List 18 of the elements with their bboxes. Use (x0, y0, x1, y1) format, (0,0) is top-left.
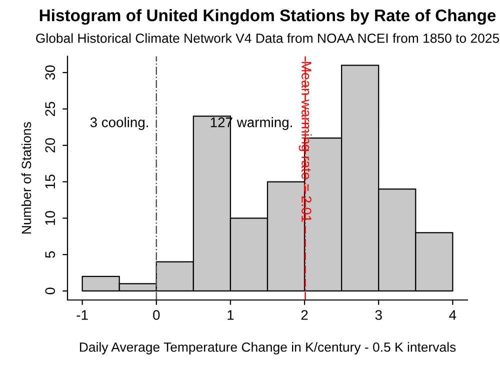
x-axis-title: Daily Average Temperature Change in K/century - 0.5 K intervals (80, 342, 456, 354)
y-axis-title: Number of Stations (21, 122, 32, 234)
annotation: 3 cooling. (90, 117, 148, 130)
y-tick-label: 20 (45, 138, 56, 152)
x-tick-label: 3 (375, 310, 382, 320)
y-tick-label: 25 (45, 102, 56, 116)
x-tick-label: -1 (76, 310, 88, 320)
y-tick-label: 10 (45, 210, 56, 225)
x-tick-label: 2 (301, 310, 308, 320)
chart-title: Histogram of United Kingdom Stations by Rate of Change (40, 9, 496, 25)
x-tick-label: 4 (449, 310, 456, 320)
y-tick-label: 5 (45, 251, 56, 258)
y-tick-label: 15 (45, 174, 56, 188)
y-tick-label: 30 (45, 65, 56, 80)
chart-subtitle: Global Historical Climate Network V4 Data from NOAA NCEI from 1850 to 2025 (36, 33, 500, 43)
x-tick-label: 1 (228, 310, 234, 320)
y-tick-label: 0 (45, 288, 56, 294)
x-tick-label: 0 (153, 310, 160, 320)
